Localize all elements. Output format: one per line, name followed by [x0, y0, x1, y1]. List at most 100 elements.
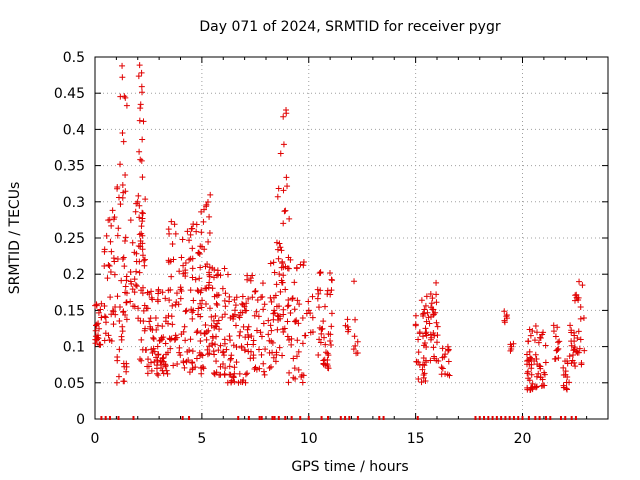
data-point: [119, 129, 126, 136]
data-point: [198, 304, 205, 311]
data-point: [139, 174, 146, 181]
data-point: [209, 285, 216, 292]
data-point: [320, 318, 327, 325]
data-point: [165, 312, 172, 319]
data-point: [183, 307, 190, 314]
data-point: [503, 313, 510, 320]
data-point: [240, 301, 247, 308]
data-point: [189, 348, 196, 355]
data-point: [158, 334, 165, 341]
data-point: [577, 315, 584, 322]
data-point: [137, 156, 144, 163]
data-point: [184, 348, 191, 355]
data-point: [242, 371, 249, 378]
data-point: [418, 297, 425, 304]
data-point: [433, 299, 440, 306]
data-point: [97, 341, 104, 348]
data-point: [214, 302, 221, 309]
data-point: [164, 370, 171, 377]
data-point: [569, 357, 576, 364]
data-point: [122, 283, 129, 290]
data-point: [214, 320, 221, 327]
data-point: [286, 215, 293, 222]
data-point: [429, 295, 436, 302]
data-point: [299, 315, 306, 322]
data-point: [170, 362, 177, 369]
data-point: [503, 312, 510, 319]
data-point: [212, 312, 219, 319]
data-point: [236, 332, 243, 339]
data-point: [147, 323, 154, 330]
data-point: [277, 288, 284, 295]
data-point: [190, 307, 197, 314]
data-point: [139, 136, 146, 143]
data-point: [169, 241, 176, 248]
data-point: [315, 304, 322, 311]
data-point: [575, 349, 582, 356]
data-point: [315, 290, 322, 297]
data-point: [107, 294, 114, 301]
data-point: [138, 287, 145, 294]
data-point: [528, 371, 535, 378]
data-point: [285, 297, 292, 304]
data-point: [211, 324, 218, 331]
data-point: [189, 274, 196, 281]
data-point: [217, 363, 224, 370]
data-point: [233, 343, 240, 350]
data-point: [280, 113, 287, 120]
data-point: [115, 373, 122, 380]
data-point: [552, 355, 559, 362]
data-point: [533, 373, 540, 380]
data-point: [150, 345, 157, 352]
data-point: [266, 364, 273, 371]
data-point: [114, 353, 121, 360]
data-point: [151, 348, 158, 355]
data-point: [101, 263, 108, 270]
data-point: [211, 351, 218, 358]
data-point: [428, 300, 435, 307]
data-point: [250, 352, 257, 359]
data-point: [291, 365, 298, 372]
data-point: [134, 198, 141, 205]
data-point: [272, 358, 279, 365]
data-point: [127, 298, 134, 305]
data-point: [276, 271, 283, 278]
data-point: [95, 335, 102, 342]
data-point: [427, 357, 434, 364]
data-point: [564, 374, 571, 381]
data-point: [253, 327, 260, 334]
data-point: [92, 327, 99, 334]
data-point: [141, 327, 148, 334]
data-point: [352, 342, 359, 349]
data-point: [94, 336, 101, 343]
data-point: [196, 251, 203, 258]
data-point: [206, 271, 213, 278]
grid: [95, 57, 608, 419]
data-point: [236, 370, 243, 377]
data-point: [111, 214, 118, 221]
data-point: [430, 330, 437, 337]
data-point: [282, 207, 289, 214]
data-point: [554, 339, 561, 346]
data-point: [231, 370, 238, 377]
data-point: [421, 306, 428, 313]
data-point: [147, 315, 154, 322]
data-point: [422, 378, 429, 385]
data-point: [242, 307, 249, 314]
data-point: [275, 185, 282, 192]
data-point: [231, 364, 238, 371]
data-point: [261, 301, 268, 308]
data-point: [97, 306, 104, 313]
data-point: [139, 210, 146, 217]
data-point: [204, 346, 211, 353]
data-point: [280, 220, 287, 227]
data-point: [427, 331, 434, 338]
data-point: [291, 306, 298, 313]
data-point: [531, 357, 538, 364]
data-point: [416, 330, 423, 337]
data-point: [206, 350, 213, 357]
data-point: [159, 336, 166, 343]
data-point: [297, 261, 304, 268]
data-point: [285, 302, 292, 309]
data-point: [232, 322, 239, 329]
